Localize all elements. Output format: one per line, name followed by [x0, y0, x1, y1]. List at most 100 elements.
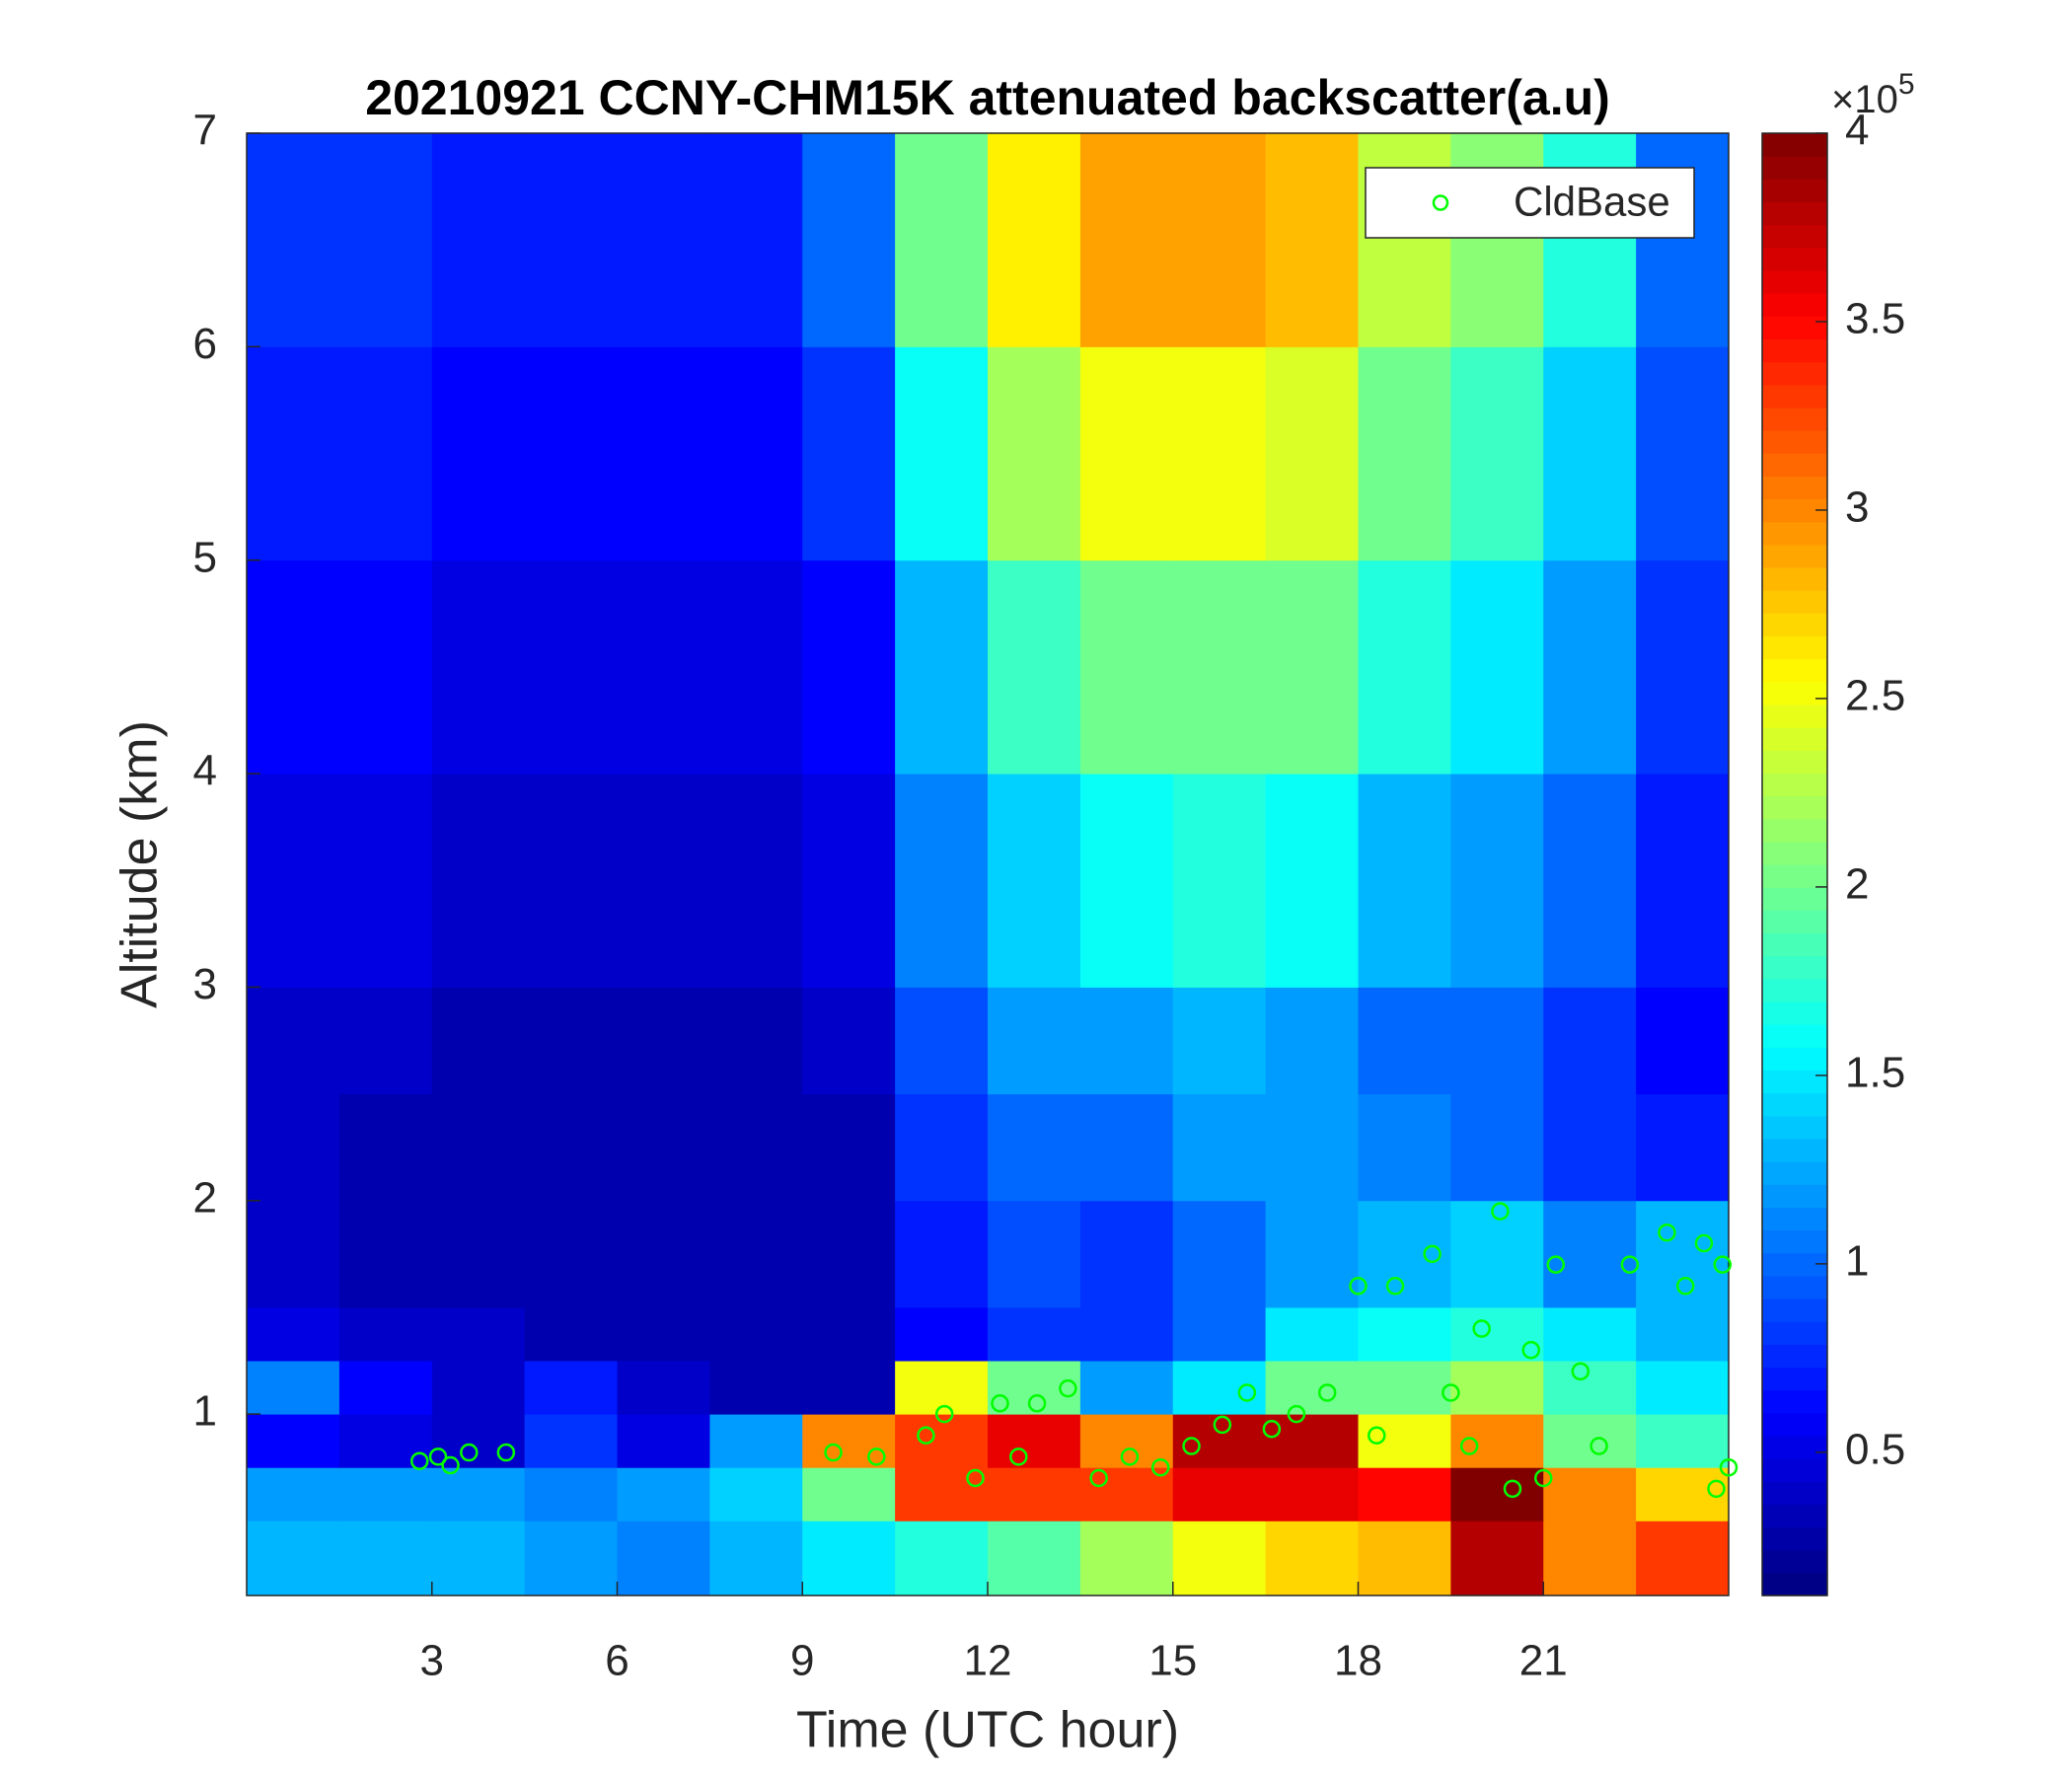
y-tick-label: 3	[193, 960, 217, 1008]
colorbar: 0.5 1 1.5 2 2.5 3 3.5 4×105	[1761, 68, 1915, 1596]
heatmap-cell	[1265, 1361, 1359, 1415]
cloud-base-point	[1719, 1457, 1739, 1477]
heatmap-cell	[431, 133, 526, 347]
heatmap-cell	[1543, 1306, 1637, 1362]
cloud-base-point	[1027, 1394, 1047, 1413]
heatmap-cell	[617, 1200, 710, 1308]
heatmap-cell	[1079, 346, 1174, 561]
cloud-base-point	[991, 1394, 1009, 1413]
heatmap-cell	[1172, 1467, 1267, 1521]
heatmap-cell	[1079, 1361, 1174, 1415]
colorbar-step	[1762, 247, 1827, 271]
colorbar-step	[1762, 910, 1827, 934]
heatmap-cell	[431, 1306, 526, 1362]
heatmap-cell	[524, 1521, 618, 1596]
y-tick-label: 2	[193, 1173, 217, 1222]
cloud-base-point	[1385, 1277, 1405, 1296]
colorbar-tick-label: 3.5	[1845, 295, 1905, 343]
heatmap-cell	[247, 559, 340, 775]
heatmap-cell	[431, 1200, 526, 1308]
colorbar-step	[1762, 932, 1827, 957]
x-axis-label: Time (UTC hour)	[796, 1702, 1179, 1759]
x-tick-label: 6	[605, 1637, 629, 1685]
colorbar-step	[1762, 430, 1827, 454]
y-axis-label: Altitude (km)	[111, 720, 169, 1008]
colorbar-step	[1762, 1001, 1827, 1025]
heatmap-cell	[1265, 774, 1359, 988]
heatmap-cell	[988, 133, 1081, 347]
heatmap-cell	[1636, 1200, 1730, 1308]
cloud-base-point	[1368, 1426, 1386, 1445]
colorbar-step	[1762, 1549, 1827, 1574]
heatmap-cell	[524, 987, 618, 1095]
colorbar-step	[1762, 293, 1827, 317]
heatmap-cell	[1172, 1200, 1267, 1308]
heatmap-cell	[617, 774, 710, 988]
colorbar-step	[1762, 1115, 1827, 1140]
heatmap-cell	[988, 346, 1081, 561]
x-tick-label: 12	[964, 1637, 1012, 1685]
heatmap-cell	[1265, 1093, 1359, 1202]
heatmap-cell	[1636, 1467, 1730, 1521]
colorbar-tick-label: 1	[1845, 1237, 1869, 1286]
heatmap-cell	[1543, 1521, 1637, 1596]
heatmap-cell	[1172, 1361, 1267, 1415]
colorbar-step	[1762, 887, 1827, 911]
colorbar-step	[1762, 750, 1827, 774]
heatmap-cell	[988, 1093, 1081, 1202]
heatmap-cell	[1636, 1521, 1730, 1596]
heatmap-cell	[988, 1306, 1081, 1362]
colorbar-step	[1762, 795, 1827, 820]
cloud-base-point	[496, 1443, 516, 1462]
heatmap-cell	[1450, 1361, 1544, 1415]
colorbar-step	[1762, 1572, 1827, 1596]
cloud-base-point	[966, 1468, 985, 1488]
heatmap-cell	[1079, 1521, 1174, 1596]
heatmap-cell	[802, 559, 896, 775]
colorbar-step	[1762, 1412, 1827, 1437]
colorbar-step	[1762, 1252, 1827, 1277]
heatmap-cell	[1172, 1306, 1267, 1362]
heatmap-cell	[1172, 774, 1267, 988]
heatmap-cell	[1265, 1467, 1359, 1521]
colorbar-step	[1762, 1207, 1827, 1231]
heatmap-cell	[617, 1521, 710, 1596]
heatmap-cell	[709, 346, 803, 561]
cloud-base-point	[824, 1443, 843, 1462]
heatmap-cell	[247, 987, 340, 1095]
heatmap-cell	[431, 1467, 526, 1521]
heatmap-cell	[988, 987, 1081, 1095]
heatmap-cell	[338, 987, 433, 1095]
legend-marker	[1432, 194, 1449, 211]
cloud-base-point	[1442, 1383, 1460, 1402]
colorbar-tick-label: 0.5	[1845, 1425, 1905, 1473]
heatmap-cell	[338, 559, 433, 775]
cloud-base-point	[1534, 1468, 1553, 1488]
legend-box	[1365, 167, 1695, 239]
cloud-base-point	[1694, 1233, 1714, 1253]
heatmap-cell	[338, 1306, 433, 1362]
heatmap-cell	[1358, 1306, 1451, 1362]
heatmap-cell	[1450, 133, 1544, 347]
colorbar-tick-label: 2	[1845, 860, 1869, 909]
colorbar-step	[1762, 1138, 1827, 1162]
colorbar-step	[1762, 407, 1827, 431]
cloud-base-point	[409, 1451, 429, 1470]
heatmap-cell	[895, 774, 989, 988]
heatmap-cell	[1543, 559, 1637, 775]
heatmap-cell	[1265, 1306, 1359, 1362]
colorbar-step	[1762, 361, 1827, 386]
colorbar-step	[1762, 521, 1827, 546]
cloud-base-point	[1262, 1419, 1282, 1439]
colorbar-tick-label: 2.5	[1845, 672, 1905, 720]
heatmap-cell	[895, 1414, 989, 1468]
heatmap-cell	[1265, 346, 1359, 561]
legend: CldBase	[1365, 167, 1695, 239]
heatmap-cell	[1543, 133, 1637, 347]
colorbar-frame	[1761, 132, 1828, 1596]
heatmap-cell	[709, 1467, 803, 1521]
colorbar-step	[1762, 338, 1827, 363]
heatmap-cell	[431, 987, 526, 1095]
